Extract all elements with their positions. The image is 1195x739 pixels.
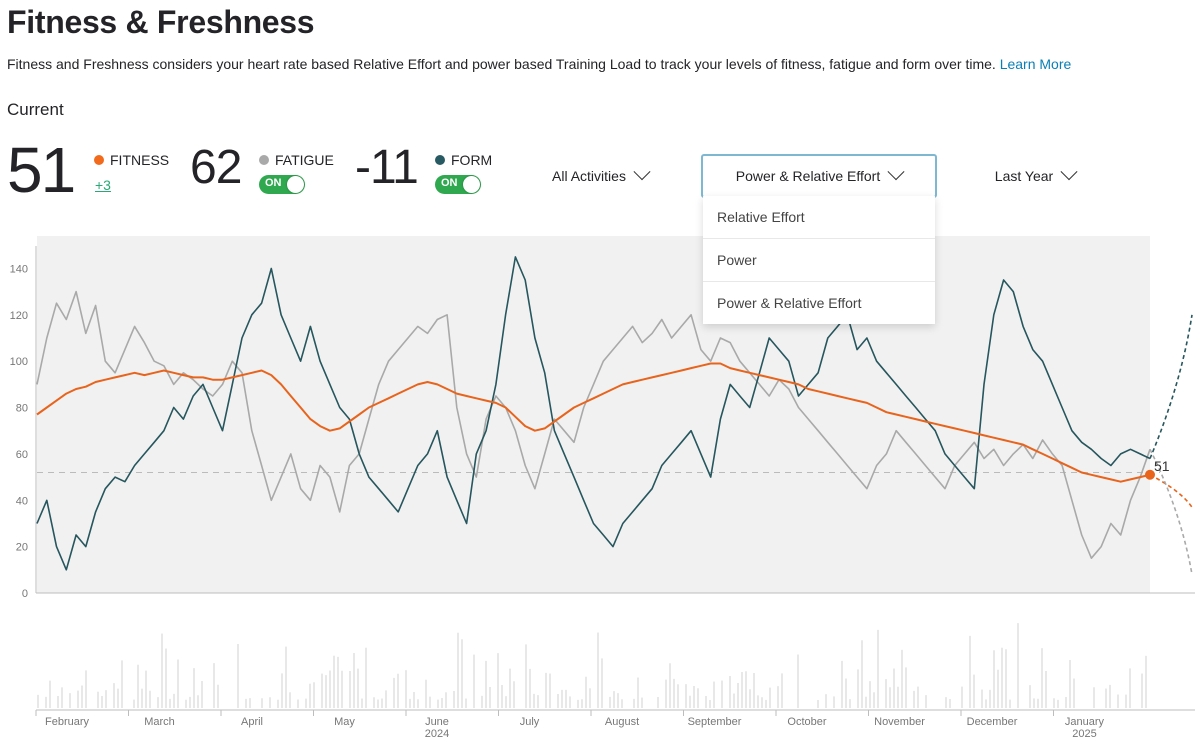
fitness-current-marker (1145, 469, 1155, 480)
y-tick-label: 140 (10, 263, 28, 275)
fatigue-dot-icon (259, 155, 269, 165)
fitness-dot-icon (94, 155, 104, 165)
current-value-label: 51 (1154, 458, 1170, 474)
fitness-legend: FITNESS (94, 152, 169, 168)
fitness-chart[interactable]: 0 20 40 60 80 100 120 140 51 February March April… (0, 236, 1195, 739)
x-tick-label: August (605, 716, 639, 728)
y-tick-label: 80 (16, 403, 28, 415)
form-projection-line (1149, 314, 1193, 459)
fatigue-legend: FATIGUE (259, 152, 334, 168)
metric-dropdown[interactable]: Power & Relative Effort (701, 154, 937, 198)
fatigue-toggle[interactable]: ON (259, 175, 305, 194)
toggle-knob (287, 176, 304, 193)
y-tick-label: 0 (22, 588, 28, 600)
chevron-down-icon (1060, 163, 1078, 181)
metric-dropdown-label: Power & Relative Effort (735, 168, 881, 184)
x-tick-label: January (1065, 716, 1105, 728)
chart-area-fill (37, 236, 1150, 593)
y-axis: 0 20 40 60 80 100 120 140 (10, 263, 28, 600)
fatigue-projection-line (1149, 448, 1193, 575)
fitness-label: FITNESS (110, 152, 170, 168)
toggle-knob (463, 176, 480, 193)
fatigue-label: FATIGUE (275, 152, 334, 168)
form-value: -11 (355, 141, 419, 194)
x-tick-label: December (967, 716, 1018, 728)
x-tick-label: November (874, 716, 925, 728)
form-label: FORM (451, 152, 493, 168)
page-description: Fitness and Freshness considers your hea… (7, 56, 1071, 72)
fatigue-toggle-label: ON (265, 177, 282, 189)
fatigue-line (36, 290, 1151, 560)
activities-dropdown-label: All Activities (552, 168, 626, 184)
form-toggle[interactable]: ON (435, 175, 481, 194)
chevron-down-icon (887, 163, 905, 181)
year-label: 2025 (1072, 728, 1096, 739)
range-dropdown[interactable]: Last Year (975, 156, 1095, 196)
fatigue-value: 62 (190, 141, 242, 194)
year-label: 2024 (425, 728, 449, 739)
x-tick-label: September (688, 716, 742, 728)
range-dropdown-label: Last Year (994, 168, 1054, 184)
form-toggle-label: ON (441, 177, 458, 189)
x-tick-label: April (241, 716, 263, 728)
fitness-value: 51 (7, 134, 76, 206)
chevron-down-icon (633, 163, 651, 181)
x-tick-label: June (425, 716, 449, 728)
fitness-projection-line (1149, 474, 1193, 508)
menu-item-power-relative-effort[interactable]: Power & Relative Effort (717, 295, 862, 311)
x-tick-label: February (45, 716, 90, 728)
page-title: Fitness & Freshness (7, 4, 315, 40)
form-dot-icon (435, 155, 445, 165)
description-text: Fitness and Freshness considers your hea… (7, 56, 996, 72)
fitness-line (36, 362, 1151, 483)
y-tick-label: 120 (10, 310, 28, 322)
activity-bars (37, 623, 1147, 708)
menu-item-power[interactable]: Power (703, 239, 935, 282)
x-tick-label: October (787, 716, 826, 728)
current-label: Current (7, 100, 64, 119)
form-legend: FORM (435, 152, 492, 168)
form-line (36, 256, 1151, 571)
x-tick-label: May (334, 716, 355, 728)
x-tick-label: March (144, 716, 175, 728)
y-tick-label: 40 (16, 495, 28, 507)
menu-item-relative-effort[interactable]: Relative Effort (703, 196, 935, 239)
y-tick-label: 20 (16, 542, 28, 554)
learn-more-link[interactable]: Learn More (999, 56, 1072, 72)
x-axis: February March April May June July August Septe… (35, 710, 1105, 739)
metric-dropdown-menu: Relative Effort Power Power & Relative E… (703, 196, 935, 324)
fitness-delta[interactable]: +3 (95, 177, 111, 193)
y-tick-label: 60 (16, 449, 28, 461)
x-tick-label: July (520, 716, 540, 728)
activities-dropdown[interactable]: All Activities (530, 156, 670, 196)
y-tick-label: 100 (10, 356, 28, 368)
